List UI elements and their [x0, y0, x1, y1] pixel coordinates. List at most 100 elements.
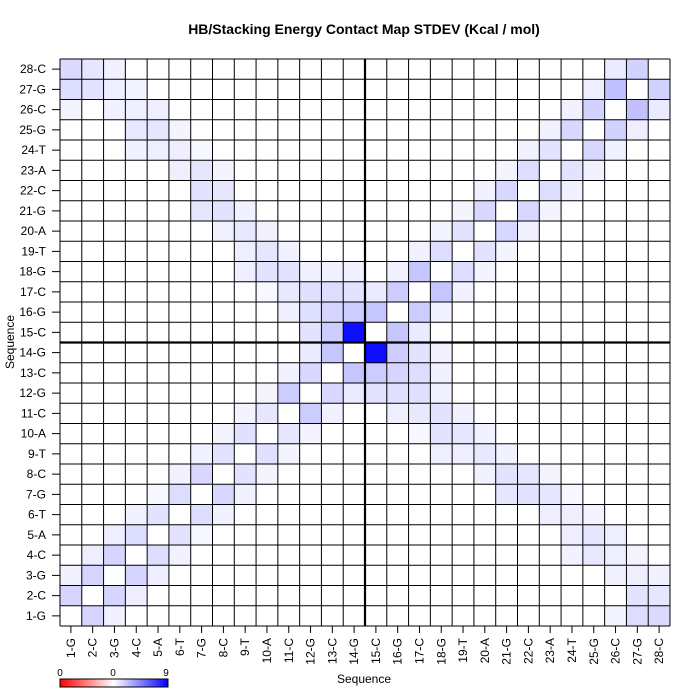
heatmap-cell [365, 302, 387, 323]
heatmap-cell [539, 362, 562, 383]
heatmap-cell [365, 160, 387, 181]
heatmap-cell [168, 443, 191, 464]
y-tick-label: 26-C [20, 103, 46, 117]
heatmap-cell [277, 180, 300, 201]
heatmap-cell [234, 383, 257, 404]
heatmap-cell [452, 565, 474, 586]
heatmap-cell [81, 281, 104, 302]
heatmap-cell [125, 484, 148, 505]
heatmap-cell [234, 322, 257, 343]
heatmap-cell [125, 59, 148, 80]
y-tick-label: 22-C [20, 184, 46, 198]
heatmap-cell [517, 322, 540, 343]
heatmap-cell [81, 302, 104, 323]
heatmap-cell [299, 302, 322, 323]
heatmap-cell [539, 524, 562, 545]
heatmap-cell [256, 605, 278, 626]
heatmap-cell [386, 524, 409, 545]
heatmap-cell [343, 302, 365, 323]
heatmap-cell [147, 443, 169, 464]
heatmap-cell [408, 140, 431, 161]
heatmap-cell [147, 322, 169, 343]
heatmap-cell [190, 241, 213, 262]
heatmap-cell [626, 241, 649, 262]
y-tick-label: 17-C [20, 285, 46, 299]
heatmap-cell [343, 241, 365, 262]
heatmap-cell [321, 605, 344, 626]
heatmap-cell [60, 281, 82, 302]
heatmap-cell [452, 342, 474, 363]
heatmap-cell [539, 545, 562, 566]
heatmap-cell [190, 160, 213, 181]
heatmap-cell [81, 79, 104, 100]
heatmap-cell [430, 200, 453, 221]
heatmap-cell [256, 261, 278, 282]
heatmap-cell [473, 79, 496, 100]
heatmap-cell [430, 281, 453, 302]
heatmap-cell [386, 241, 409, 262]
heatmap-cell [343, 565, 365, 586]
heatmap-cell [212, 79, 235, 100]
heatmap-cell [190, 261, 213, 282]
heatmap-cell [648, 79, 670, 100]
heatmap-cell [648, 443, 670, 464]
heatmap-cell [343, 342, 365, 363]
heatmap-cell [582, 342, 605, 363]
chart-title: HB/Stacking Energy Contact Map STDEV (Kc… [188, 21, 540, 37]
heatmap-cell [277, 99, 300, 120]
heatmap-cell [430, 443, 453, 464]
heatmap-cell [125, 504, 148, 525]
heatmap-cell [234, 605, 257, 626]
heatmap-cell [365, 565, 387, 586]
heatmap-cell [81, 423, 104, 444]
heatmap-cell [343, 281, 365, 302]
heatmap-cell [517, 99, 540, 120]
heatmap-cell [452, 160, 474, 181]
heatmap-cell [168, 200, 191, 221]
heatmap-cell [234, 99, 257, 120]
heatmap-cell [168, 322, 191, 343]
heatmap-cell [648, 200, 670, 221]
heatmap-cell [60, 605, 82, 626]
heatmap-cell [648, 423, 670, 444]
heatmap-cell [190, 443, 213, 464]
heatmap-cell [234, 160, 257, 181]
heatmap-cell [147, 403, 169, 424]
x-tick-label: 27-G [630, 638, 644, 665]
heatmap-cell [212, 221, 235, 242]
heatmap-cell [626, 524, 649, 545]
heatmap-cell [321, 423, 344, 444]
heatmap-cell [430, 241, 453, 262]
heatmap-cell [473, 545, 496, 566]
heatmap-cell [408, 585, 431, 606]
heatmap-cell [321, 281, 344, 302]
heatmap-cell [626, 504, 649, 525]
heatmap-cell [386, 119, 409, 140]
heatmap-cell [495, 59, 518, 80]
heatmap-cell [408, 160, 431, 181]
heatmap-cell [582, 322, 605, 343]
heatmap-cell [452, 383, 474, 404]
x-tick-label: 18-G [434, 638, 448, 665]
heatmap-cell [430, 119, 453, 140]
heatmap-cell [648, 524, 670, 545]
heatmap-cell [604, 585, 627, 606]
color-legend: 0 0 9 [57, 668, 169, 688]
heatmap-cell [256, 241, 278, 262]
heatmap-cell [81, 140, 104, 161]
heatmap-cell [299, 180, 322, 201]
heatmap-cell [103, 322, 126, 343]
heatmap-cell [365, 241, 387, 262]
heatmap-cell [626, 362, 649, 383]
heatmap-cell [60, 585, 82, 606]
heatmap-cell [81, 443, 104, 464]
heatmap-cell [212, 302, 235, 323]
heatmap-cell [386, 221, 409, 242]
heatmap-cell [386, 281, 409, 302]
heatmap-cell [561, 261, 583, 282]
heatmap-cell [125, 423, 148, 444]
x-tick-label: 2-C [86, 638, 100, 658]
heatmap-cell [343, 524, 365, 545]
heatmap-cell [125, 99, 148, 120]
heatmap-cell [517, 504, 540, 525]
